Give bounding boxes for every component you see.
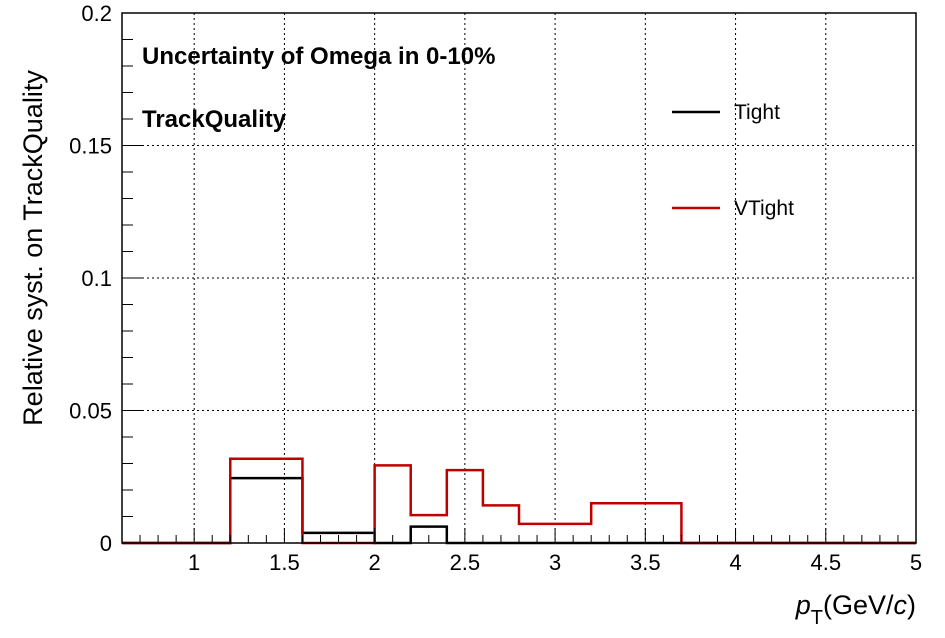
y-tick-label: 0.2 xyxy=(81,1,112,26)
ticks xyxy=(122,12,917,544)
series-line-vtight xyxy=(122,457,916,545)
x-tick-label: 2 xyxy=(369,550,381,575)
y-tick-label: 0.15 xyxy=(69,134,112,159)
legend: Tight VTight xyxy=(672,101,794,220)
y-tick-label: 0.05 xyxy=(69,399,112,424)
x-tick-label: 1 xyxy=(188,550,200,575)
x-tick-label: 1.5 xyxy=(269,550,300,575)
x-axis-label: pT(GeV/c) xyxy=(795,590,916,629)
x-tick-label: 3.5 xyxy=(630,550,661,575)
grid xyxy=(122,13,916,543)
y-tick-label: 0 xyxy=(100,531,112,556)
annotation-subtitle: TrackQuality xyxy=(142,106,287,133)
legend-label-tight: Tight xyxy=(734,101,780,124)
x-tick-label: 4.5 xyxy=(810,550,841,575)
x-tick-label: 3 xyxy=(549,550,561,575)
x-tick-label: 2.5 xyxy=(450,550,481,575)
legend-label-vtight: VTight xyxy=(734,197,794,220)
y-tick-label: 0.1 xyxy=(81,266,112,291)
annotation-title: Uncertainty of Omega in 0-10% xyxy=(142,43,495,70)
y-axis-label: Relative syst. on TrackQuality xyxy=(18,70,48,426)
x-tick-label: 5 xyxy=(910,550,922,575)
tick-labels: 1 1.5 2 2.5 3 3.5 4 4.5 5 0 0.05 0.1 0.15 0.2 xyxy=(69,1,922,575)
x-tick-label: 4 xyxy=(729,550,741,575)
